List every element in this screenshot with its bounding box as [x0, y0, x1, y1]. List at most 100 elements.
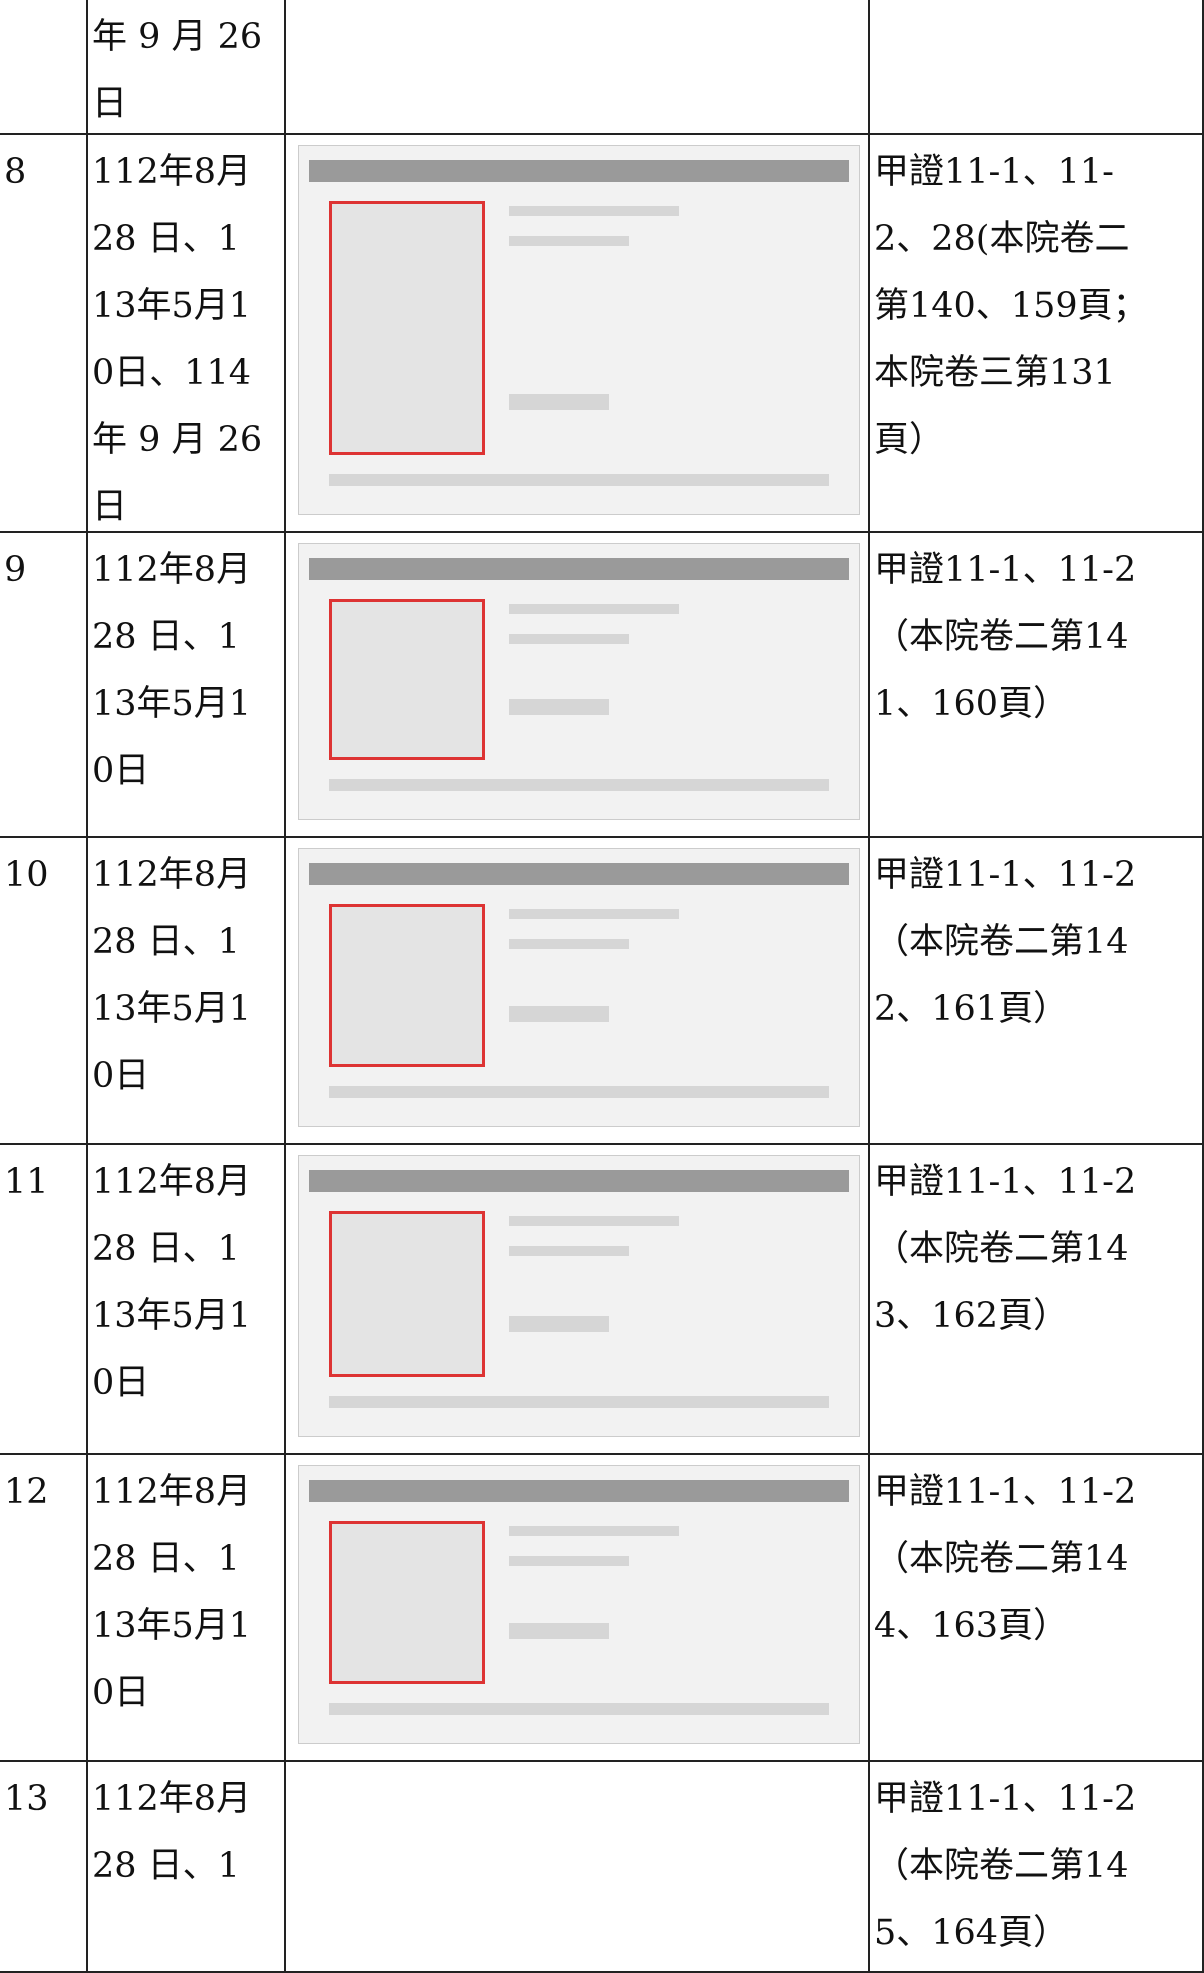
product-image [329, 201, 485, 455]
evidence-line: 甲證11-1、11-2 [874, 1162, 1137, 1202]
date-line: 13年5月1 [92, 1296, 252, 1336]
number-cell: 12 [0, 1455, 88, 1762]
date-line: 13年5月1 [92, 989, 252, 1029]
date-line: 0日 [92, 1363, 150, 1403]
row-number: 9 [4, 550, 27, 590]
evidence-cell: 甲證11-1、11-2 （本院卷二第14 4、163頁） [870, 1455, 1204, 1762]
date-line: 112年8月 [92, 1779, 252, 1819]
date-line: 28 日、1 [92, 1846, 240, 1886]
date-line: 112年8月 [92, 1162, 252, 1202]
seller-row [329, 779, 829, 791]
date-line: 28 日、1 [92, 219, 240, 259]
evidence-line: （本院卷二第14 [874, 1846, 1129, 1886]
header-bar [309, 1480, 849, 1502]
number-cell: 11 [0, 1145, 88, 1455]
evidence-line: 4、163頁） [874, 1606, 1069, 1646]
info-block [509, 909, 679, 919]
date-line: 年 9 月 26 [92, 17, 263, 57]
number-cell: 9 [0, 533, 88, 838]
screenshot [298, 1155, 860, 1437]
screenshot [298, 543, 860, 820]
info-block [509, 206, 679, 216]
date-line: 年 9 月 26 [92, 420, 263, 460]
row-number: 10 [4, 855, 49, 895]
date-line: 0日 [92, 1056, 150, 1096]
evidence-line: 3、162頁） [874, 1296, 1069, 1336]
number-cell [0, 0, 88, 135]
evidence-line: （本院卷二第14 [874, 1229, 1129, 1269]
screenshot [298, 848, 860, 1127]
evidence-line: 第140、159頁； [874, 286, 1148, 326]
evidence-line: 甲證11-1、11-2 [874, 1779, 1137, 1819]
date-line: 28 日、1 [92, 1229, 240, 1269]
date-line: 0日 [92, 751, 150, 791]
seller-row [329, 1086, 829, 1098]
product-image [329, 904, 485, 1067]
product-image [329, 1211, 485, 1377]
date-cell: 112年8月 28 日、1 13年5月1 0日 [88, 838, 286, 1145]
image-cell [286, 1455, 870, 1762]
evidence-line: 1、160頁） [874, 684, 1069, 724]
evidence-line: 甲證11-1、11-2 [874, 1472, 1137, 1512]
evidence-cell: 甲證11-1、11-2 （本院卷二第14 2、161頁） [870, 838, 1204, 1145]
date-line: 日 [92, 84, 128, 124]
product-image [329, 1521, 485, 1684]
button [509, 699, 609, 715]
info-block [509, 1216, 679, 1226]
date-line: 0日 [92, 1673, 150, 1713]
button [509, 1623, 609, 1639]
seller-row [329, 1703, 829, 1715]
number-cell: 8 [0, 135, 88, 533]
header-bar [309, 1170, 849, 1192]
product-image [329, 599, 485, 760]
date-line: 28 日、1 [92, 617, 240, 657]
date-line: 28 日、1 [92, 922, 240, 962]
screenshot [298, 1465, 860, 1744]
date-cell: 年 9 月 26 日 [88, 0, 286, 135]
evidence-line: 甲證11-1、11-2 [874, 855, 1137, 895]
evidence-line: 甲證11-1、11-2 [874, 550, 1137, 590]
info-block [509, 604, 679, 614]
date-cell: 112年8月 28 日、1 13年5月1 0日 [88, 533, 286, 838]
date-line: 13年5月1 [92, 1606, 252, 1646]
button [509, 1316, 609, 1332]
evidence-line: （本院卷二第14 [874, 922, 1129, 962]
evidence-line: （本院卷二第14 [874, 617, 1129, 657]
seller-row [329, 1396, 829, 1408]
image-cell [286, 0, 870, 135]
evidence-line: 2、28(本院卷二 [874, 219, 1130, 259]
row-number: 12 [4, 1472, 49, 1512]
info-block [509, 634, 629, 644]
info-block [509, 1246, 629, 1256]
row-number: 13 [4, 1779, 49, 1819]
date-line: 日 [92, 487, 128, 527]
evidence-cell: 甲證11-1、11-2 （本院卷二第14 3、162頁） [870, 1145, 1204, 1455]
evidence-line: 甲證11-1、11- [874, 152, 1114, 192]
seller-row [329, 474, 829, 486]
date-line: 0日、114 [92, 353, 252, 393]
screenshot [298, 145, 860, 515]
date-line: 13年5月1 [92, 684, 252, 724]
evidence-cell: 甲證11-1、11-2 （本院卷二第14 1、160頁） [870, 533, 1204, 838]
date-line: 112年8月 [92, 550, 252, 590]
number-cell: 13 [0, 1762, 88, 1973]
date-line: 112年8月 [92, 152, 252, 192]
info-block [509, 1556, 629, 1566]
date-cell: 112年8月 28 日、1 13年5月1 0日 [88, 1145, 286, 1455]
row-number: 11 [4, 1162, 49, 1202]
evidence-line: 5、164頁） [874, 1913, 1069, 1953]
image-cell [286, 1762, 870, 1973]
info-block [509, 236, 629, 246]
date-cell: 112年8月 28 日、1 13年5月1 0日、114 年 9 月 26 日 [88, 135, 286, 533]
info-block [509, 939, 629, 949]
date-line: 112年8月 [92, 1472, 252, 1512]
date-cell: 112年8月 28 日、1 13年5月1 0日 [88, 1455, 286, 1762]
evidence-cell: 甲證11-1、11-2 （本院卷二第14 5、164頁） [870, 1762, 1204, 1973]
header-bar [309, 160, 849, 182]
button [509, 1006, 609, 1022]
header-bar [309, 863, 849, 885]
evidence-line: 本院卷三第131 [874, 353, 1116, 393]
evidence-cell: 甲證11-1、11- 2、28(本院卷二 第140、159頁； 本院卷三第131 頁） [870, 135, 1204, 533]
date-line: 28 日、1 [92, 1539, 240, 1579]
